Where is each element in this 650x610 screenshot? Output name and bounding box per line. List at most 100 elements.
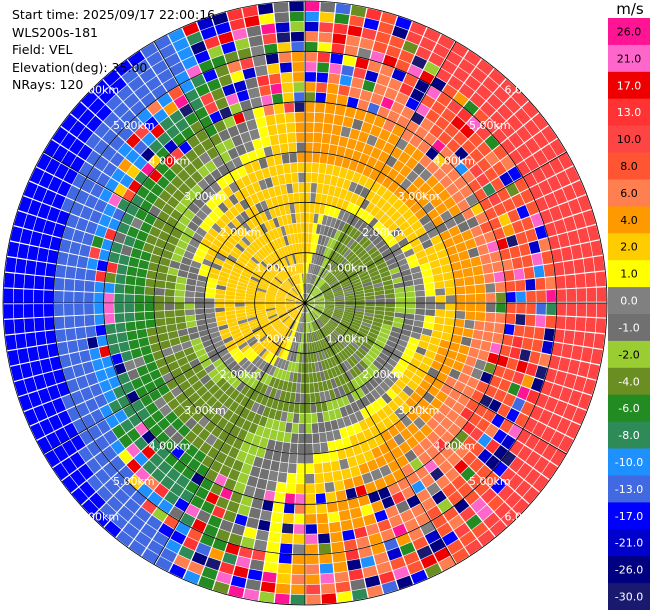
velocity-bin	[299, 192, 305, 203]
velocity-bin	[355, 195, 365, 207]
velocity-bin	[360, 324, 371, 332]
colorbar-swatch	[608, 71, 650, 100]
velocity-bin	[245, 246, 255, 256]
velocity-bin	[475, 284, 486, 294]
range-label: 1.00km	[327, 333, 369, 346]
velocity-bin	[168, 86, 184, 101]
velocity-bin	[10, 364, 23, 381]
velocity-bin	[395, 303, 406, 308]
velocity-bin	[282, 339, 289, 349]
velocity-bin	[307, 312, 311, 323]
velocity-bin	[523, 266, 535, 279]
velocity-bin	[214, 473, 228, 487]
velocity-bin	[332, 165, 341, 177]
velocity-bin	[33, 374, 47, 390]
velocity-bin	[324, 272, 332, 281]
velocity-bin	[149, 226, 162, 238]
velocity-bin	[354, 290, 364, 295]
velocity-bin	[242, 249, 253, 259]
velocity-bin	[52, 463, 69, 481]
velocity-bin	[149, 369, 162, 381]
velocity-bin	[470, 497, 487, 513]
velocity-bin	[334, 376, 342, 387]
velocity-bin	[278, 311, 288, 317]
velocity-bin	[93, 139, 109, 156]
velocity-bin	[421, 328, 433, 337]
azimuth-line	[43, 302, 306, 455]
velocity-bin	[541, 340, 553, 355]
velocity-bin	[464, 319, 475, 329]
velocity-bin	[430, 76, 447, 92]
velocity-bin	[115, 274, 126, 285]
velocity-bin	[202, 69, 218, 83]
velocity-bin	[187, 374, 200, 386]
velocity-bin	[507, 474, 524, 491]
velocity-bin	[206, 317, 217, 324]
velocity-bin	[578, 393, 592, 410]
velocity-bin	[271, 144, 281, 156]
velocity-bin	[273, 239, 281, 250]
velocity-bin	[86, 457, 102, 474]
velocity-bin	[506, 408, 520, 423]
velocity-bin	[260, 395, 269, 406]
velocity-bin	[296, 223, 301, 233]
velocity-bin	[276, 294, 286, 298]
velocity-bin	[323, 337, 330, 348]
velocity-bin	[213, 120, 227, 133]
velocity-bin	[439, 364, 452, 376]
velocity-bin	[460, 466, 476, 482]
velocity-bin	[80, 205, 94, 220]
velocity-bin	[264, 374, 273, 386]
velocity-bin	[258, 263, 268, 272]
velocity-bin	[352, 475, 364, 487]
colorbar-tick: 2.0	[620, 241, 638, 254]
velocity-bin	[212, 155, 224, 168]
velocity-bin	[406, 31, 423, 45]
velocity-bin	[281, 523, 294, 534]
velocity-bin	[414, 385, 427, 398]
velocity-bin	[59, 239, 72, 253]
velocity-bin	[311, 233, 316, 244]
velocity-bin	[104, 228, 117, 241]
velocity-bin	[420, 424, 433, 437]
velocity-bin	[405, 397, 417, 409]
velocity-bin	[305, 41, 318, 52]
velocity-bin	[81, 178, 96, 194]
velocity-bin	[230, 70, 245, 83]
velocity-bin	[137, 483, 153, 499]
velocity-bin	[392, 198, 404, 211]
velocity-bin	[305, 363, 309, 373]
velocity-bin	[113, 102, 130, 118]
velocity-bin	[559, 387, 573, 403]
velocity-bin	[369, 363, 380, 374]
velocity-bin	[276, 307, 286, 311]
velocity-bin	[423, 373, 436, 385]
velocity-bin	[86, 258, 98, 270]
velocity-bin	[303, 293, 305, 303]
velocity-bin	[297, 443, 305, 454]
velocity-bin	[374, 209, 386, 221]
velocity-bin	[295, 243, 300, 254]
velocity-bin	[268, 73, 281, 85]
velocity-bin	[295, 300, 305, 303]
velocity-bin	[330, 531, 343, 543]
velocity-bin	[43, 304, 54, 317]
velocity-bin	[373, 115, 386, 128]
velocity-bin	[171, 253, 183, 263]
velocity-bin	[344, 307, 355, 311]
velocity-bin	[331, 285, 342, 291]
velocity-bin	[276, 237, 284, 248]
velocity-bin	[376, 561, 392, 575]
velocity-bin	[319, 316, 327, 324]
velocity-bin	[176, 276, 187, 285]
velocity-bin	[99, 379, 112, 393]
velocity-bin	[429, 259, 441, 269]
velocity-bin	[302, 312, 304, 323]
velocity-bin	[296, 473, 305, 484]
velocity-bin	[54, 277, 65, 291]
velocity-bin	[333, 312, 343, 318]
velocity-bin	[53, 290, 64, 303]
velocity-bin	[392, 321, 403, 329]
velocity-bin	[112, 208, 126, 222]
velocity-bin	[313, 213, 319, 224]
